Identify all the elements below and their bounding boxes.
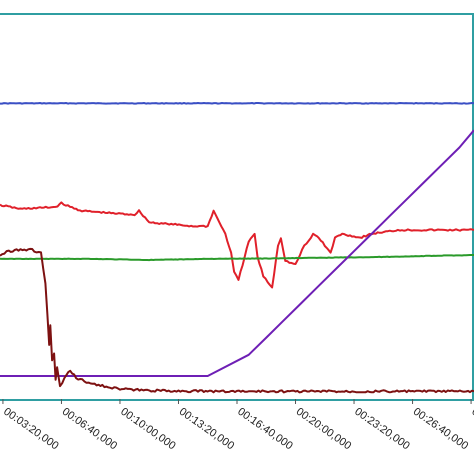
x-tick-label: 00:3: [469, 406, 474, 428]
x-tick-label: 00:06:40,000: [60, 406, 120, 453]
series-line-3: [0, 254, 474, 262]
x-axis-ticks: 00:03:20,000 00:06:40,000 00:10:00,000 00:1…: [1, 399, 474, 452]
x-tick-label: 00:23:20,000: [352, 406, 412, 453]
x-tick-label: 00:20:00,000: [294, 406, 354, 453]
x-tick-label: 00:13:20,000: [177, 406, 237, 453]
series-line-5: [0, 247, 474, 394]
series-line-1: [0, 102, 474, 105]
x-tick-label: 00:03:20,000: [1, 406, 61, 453]
plot-border: [0, 13, 474, 401]
x-tick-label: 00:10:00,000: [118, 406, 178, 453]
x-tick-label: 00:26:40,000: [411, 406, 471, 453]
x-tick-label: 00:16:40,000: [235, 406, 295, 453]
series-line-2: [0, 201, 474, 289]
series-layer: [0, 102, 474, 394]
series-line-4: [0, 129, 474, 377]
